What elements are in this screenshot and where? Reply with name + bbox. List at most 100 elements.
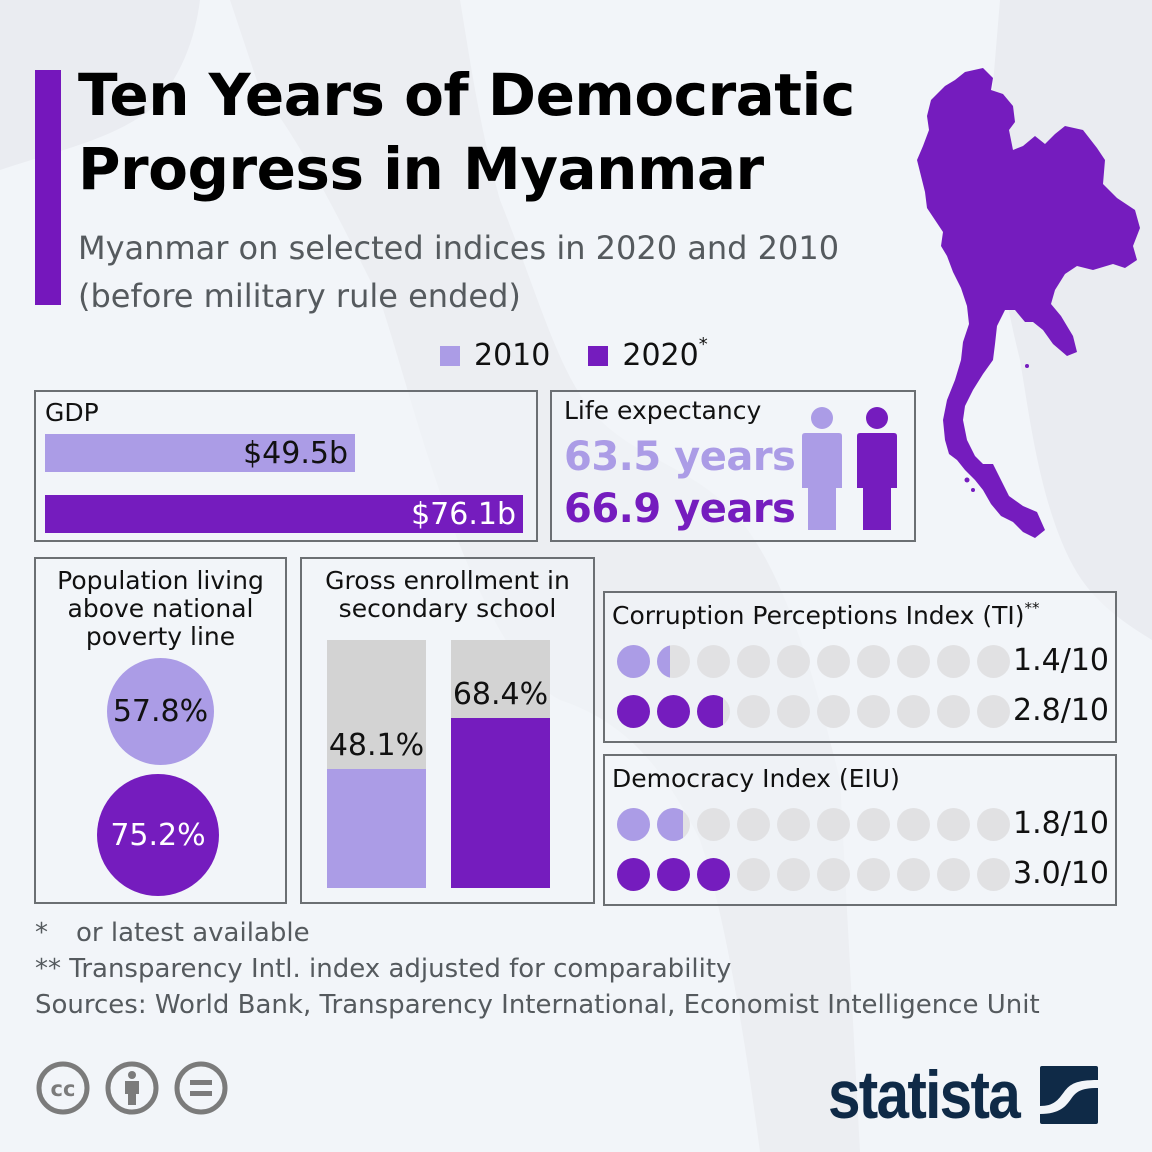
svg-text:cc: cc [51, 1077, 76, 1101]
enrollment-value-2010: 48.1% [328, 728, 425, 763]
person-icon-2010 [802, 407, 842, 530]
page-title: Ten Years of Democratic Progress in Myan… [78, 58, 918, 206]
rating-dot [857, 645, 890, 678]
rating-dot [977, 808, 1010, 841]
title-line-2: Progress in Myanmar [78, 135, 764, 203]
legend-item-2010: 2010 [440, 338, 550, 373]
rating-dot [817, 808, 850, 841]
legend-label-2020: 2020* [622, 334, 708, 373]
enrollment-title: Gross enrollment in secondary school [325, 566, 570, 623]
gdp-panel: GDP $49.5b $76.1b [34, 390, 538, 542]
rating-dot [857, 808, 890, 841]
rating-dot [977, 858, 1010, 891]
rating-dot [817, 858, 850, 891]
page-subtitle: Myanmar on selected indices in 2020 and … [78, 224, 918, 320]
footnotes: * or latest available ** Transparency Int… [35, 915, 1040, 1023]
rating-dot [777, 808, 810, 841]
rating-dot [657, 645, 690, 678]
democracy-title: Democracy Index (EIU) [612, 764, 900, 793]
legend-label-2010: 2010 [474, 338, 551, 373]
gdp-value-2020: $76.1b [411, 496, 516, 532]
legend-swatch-2020 [588, 345, 609, 366]
enrollment-fill-2010 [327, 769, 426, 888]
subtitle-line-2: (before military rule ended) [78, 277, 521, 315]
cpi-panel: Corruption Perceptions Index (TI)** 1.4/… [603, 591, 1117, 743]
enrollment-panel: Gross enrollment in secondary school 48.… [300, 557, 595, 904]
rating-dot [617, 808, 650, 841]
footnote-latest: * or latest available [35, 918, 310, 948]
rating-dot [697, 695, 730, 728]
enrollment-value-2020: 68.4% [452, 677, 549, 712]
rating-dot [617, 695, 650, 728]
life-expectancy-2020: 66.9 years [564, 486, 796, 532]
cpi-dots-2010 [617, 645, 1017, 678]
democracy-score-2020: 3.0/10 [1013, 856, 1109, 891]
cpi-dots-2020 [617, 695, 1017, 728]
rating-dot [657, 695, 690, 728]
democracy-dots-2020 [617, 858, 1017, 891]
enrollment-fill-2020 [451, 718, 550, 888]
license-icons: cc [35, 1060, 242, 1116]
rating-dot [697, 808, 730, 841]
rating-dot [697, 645, 730, 678]
enrollment-bar-2010: 48.1% [327, 640, 426, 888]
subtitle-line-1: Myanmar on selected indices in 2020 and … [78, 229, 840, 267]
poverty-title: Population living above national poverty… [57, 566, 264, 651]
rating-dot [617, 645, 650, 678]
statista-logo[interactable]: statista [828, 1056, 1098, 1134]
enrollment-bar-2020: 68.4% [451, 640, 550, 888]
rating-dot [937, 695, 970, 728]
legend-swatch-2010 [440, 345, 460, 366]
cpi-title: Corruption Perceptions Index (TI)** [612, 599, 1040, 630]
statista-wordmark: statista [828, 1057, 1021, 1133]
democracy-dots-2010 [617, 808, 1017, 841]
title-accent-bar [35, 70, 61, 305]
rating-dot [937, 858, 970, 891]
no-derivatives-icon[interactable] [173, 1060, 229, 1116]
cpi-score-2020: 2.8/10 [1013, 693, 1109, 728]
rating-dot [777, 645, 810, 678]
rating-dot [737, 808, 770, 841]
rating-dot [977, 695, 1010, 728]
democracy-panel: Democracy Index (EIU) 1.8/10 3.0/10 [603, 754, 1117, 906]
life-expectancy-panel: Life expectancy 63.5 years 66.9 years [550, 390, 916, 542]
cpi-score-2010: 1.4/10 [1013, 643, 1109, 678]
gdp-title: GDP [45, 398, 99, 427]
rating-dot [817, 645, 850, 678]
legend: 2010 2020* [440, 334, 746, 373]
gdp-value-2010: $49.5b [243, 435, 348, 471]
rating-dot [777, 695, 810, 728]
legend-item-2020: 2020* [588, 334, 708, 373]
rating-dot [657, 858, 690, 891]
democracy-score-2010: 1.8/10 [1013, 806, 1109, 841]
rating-dot [937, 808, 970, 841]
rating-dot [897, 808, 930, 841]
life-expectancy-title: Life expectancy [564, 396, 762, 425]
gdp-bar-2020: $76.1b [45, 495, 523, 533]
statista-logo-icon [1040, 1066, 1098, 1124]
rating-dot [817, 695, 850, 728]
poverty-circle-2010: 57.8% [107, 658, 214, 765]
rating-dot [857, 695, 890, 728]
gdp-bar-2010: $49.5b [45, 434, 355, 472]
rating-dot [697, 858, 730, 891]
rating-dot [857, 858, 890, 891]
rating-dot [897, 645, 930, 678]
poverty-panel: Population living above national poverty… [34, 557, 287, 904]
footnote-ti: ** Transparency Intl. index adjusted for… [35, 954, 732, 984]
rating-dot [737, 645, 770, 678]
rating-dot [937, 645, 970, 678]
sources: Sources: World Bank, Transparency Intern… [35, 990, 1040, 1020]
poverty-circle-2020: 75.2% [97, 774, 219, 896]
rating-dot [737, 695, 770, 728]
rating-dot [897, 858, 930, 891]
person-icon-2020 [857, 407, 897, 530]
attribution-icon[interactable] [104, 1060, 160, 1116]
rating-dot [777, 858, 810, 891]
title-line-1: Ten Years of Democratic [78, 61, 855, 129]
life-expectancy-2010: 63.5 years [564, 434, 796, 480]
cc-icon[interactable]: cc [35, 1060, 91, 1116]
rating-dot [617, 858, 650, 891]
rating-dot [897, 695, 930, 728]
country-map-icon [917, 68, 1140, 538]
